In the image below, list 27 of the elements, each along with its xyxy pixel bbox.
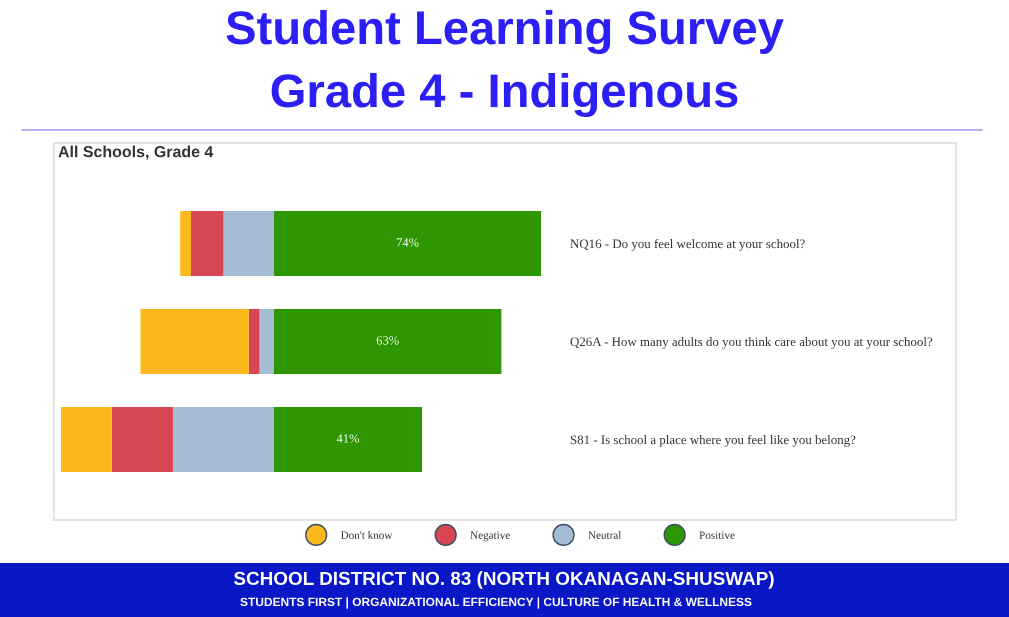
bar <box>61 407 112 472</box>
legend-label: Neutral <box>588 531 622 539</box>
y-tick-label: S81 - Is school a place where you feel like you belong? <box>570 434 856 447</box>
bar <box>223 211 274 276</box>
chart-subtitle: Grade 4 - Indigenous <box>271 72 738 118</box>
legend-label: Positive <box>699 531 735 539</box>
bar <box>111 407 173 472</box>
bar <box>140 309 249 374</box>
legend-label: Don't know <box>340 531 393 539</box>
y-tick-label: Q26A - How many adults do you think care about you at your school? <box>570 337 933 349</box>
bar <box>274 407 422 472</box>
annotation: All Schools, Grade 4 <box>58 145 214 160</box>
legend-label: Negative <box>470 531 510 542</box>
bar <box>190 211 224 276</box>
bar <box>172 407 274 472</box>
bar <box>259 309 274 374</box>
text: SCHOOL DISTRICT NO. 83 (NORTH OKANAGAN-SHUSWAP) <box>233 571 774 589</box>
text: STUDENTS FIRST | ORGANIZATIONAL EFFICIENCY | CULTURE OF HEALTH & WELLNESS <box>240 597 752 609</box>
chart-title: Student Learning Survey <box>226 9 784 55</box>
bar <box>248 309 260 374</box>
data-label: 63% <box>376 336 399 345</box>
data-label: 41% <box>336 434 360 443</box>
bar <box>180 211 191 276</box>
bar <box>274 309 502 374</box>
y-tick-label: NQ16 - Do you feel welcome at your school? <box>570 238 805 251</box>
data-label: 74% <box>396 238 419 247</box>
bar <box>274 211 542 276</box>
